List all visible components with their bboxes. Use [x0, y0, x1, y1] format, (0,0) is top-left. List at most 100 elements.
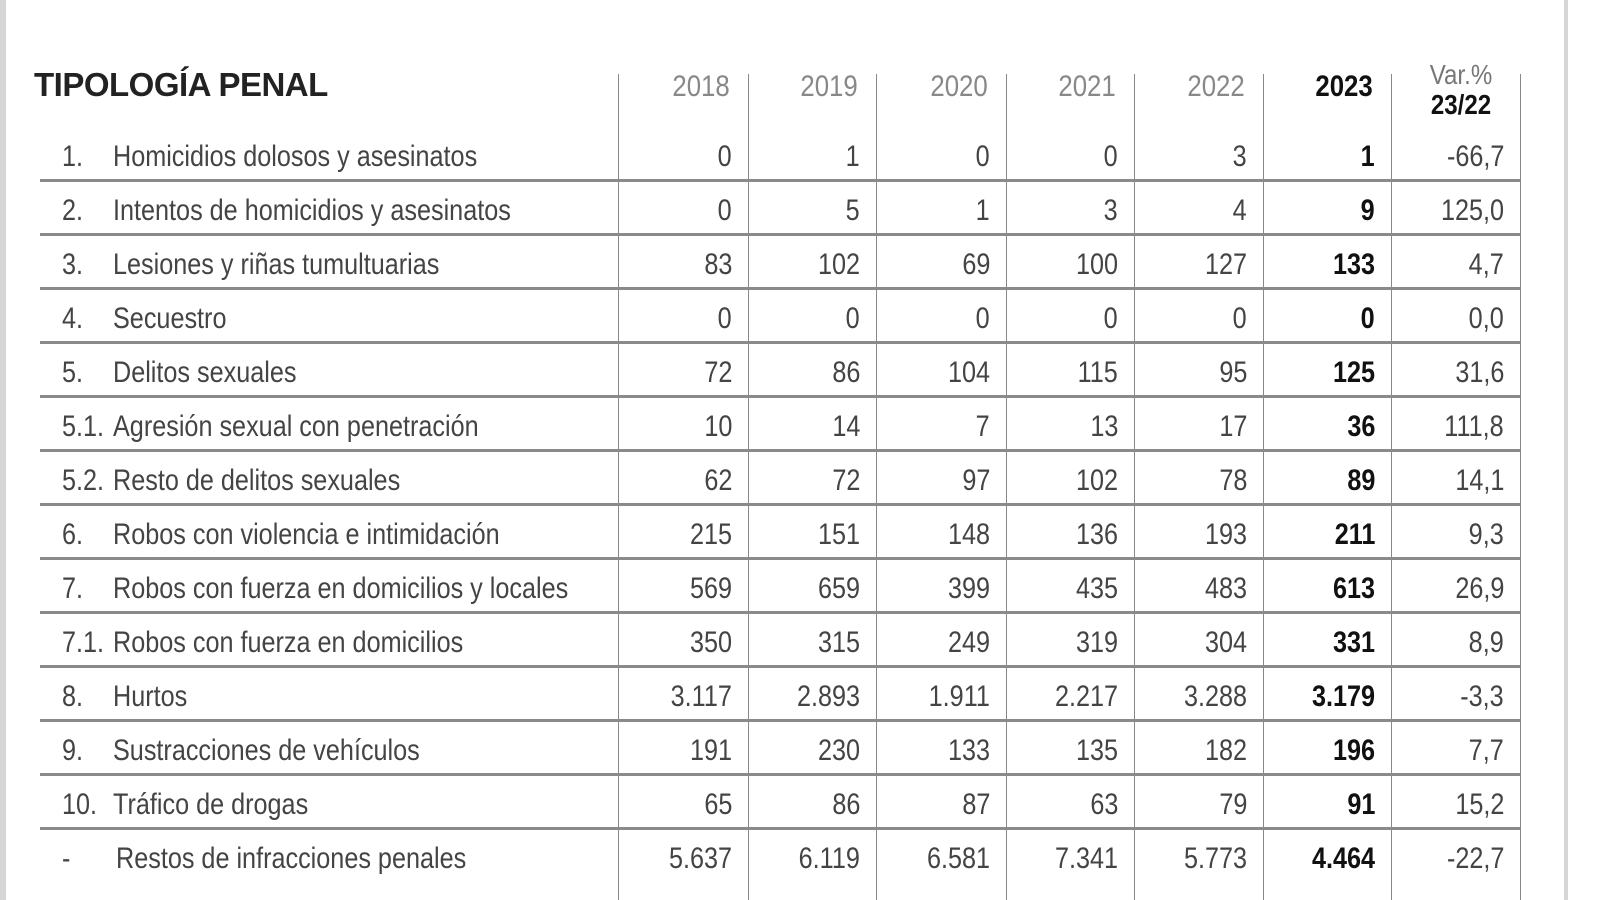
cell-2020: 148	[876, 515, 990, 555]
cell-2019: 2.893	[748, 677, 860, 717]
cell-2021-text: 13	[1089, 410, 1118, 443]
row-number: 5.2.	[62, 461, 112, 501]
column-divider	[748, 74, 749, 900]
cell-var-text: 31,6	[1454, 356, 1504, 389]
cell-2023-text: 133	[1332, 248, 1375, 281]
cell-2020: 0	[876, 137, 990, 177]
cell-2020: 97	[876, 461, 990, 501]
cell-2022-text: 78	[1218, 464, 1247, 497]
row-divider	[40, 179, 1520, 182]
cell-var-text: 15,2	[1454, 788, 1504, 821]
row-label: Agresión sexual con penetración	[113, 407, 548, 447]
column-header-text: 2023	[1315, 70, 1373, 103]
cell-2022-text: 483	[1204, 572, 1247, 605]
cell-2022: 304	[1134, 623, 1247, 663]
cell-2021-text: 7.341	[1054, 842, 1118, 875]
cell-2022: 182	[1134, 731, 1247, 771]
cell-2022-text: 182	[1204, 734, 1247, 767]
cell-var-text: -3,3	[1460, 680, 1504, 713]
cell-2021: 136	[1006, 515, 1118, 555]
cell-2020: 6.581	[876, 839, 990, 879]
cell-2019: 86	[748, 785, 860, 825]
column-header-2022: 2022	[1134, 70, 1245, 130]
column-divider	[1263, 74, 1264, 900]
cell-2023: 331	[1263, 623, 1375, 663]
cell-var: 15,2	[1391, 785, 1504, 825]
row-number-text: 7.	[62, 572, 84, 605]
row-number-text: 6.	[62, 518, 84, 551]
cell-2021-text: 115	[1077, 356, 1118, 389]
cell-2023-text: 211	[1334, 518, 1375, 551]
cell-2020-text: 133	[947, 734, 990, 767]
row-number-text: 5.1.	[62, 410, 105, 443]
row-divider	[40, 287, 1520, 290]
cell-var-text: 4,7	[1468, 248, 1504, 281]
cell-2022-text: 95	[1218, 356, 1247, 389]
row-divider	[40, 611, 1520, 614]
row-label: Sustracciones de vehículos	[113, 731, 478, 771]
row-divider	[40, 719, 1520, 722]
row-divider	[40, 827, 1520, 830]
cell-2018: 72	[618, 353, 732, 393]
cell-2018-text: 5.637	[668, 842, 732, 875]
cell-2021: 435	[1006, 569, 1118, 609]
cell-2021-text: 135	[1075, 734, 1118, 767]
cell-2020-text: 7	[975, 410, 990, 443]
cell-2022-text: 4	[1232, 194, 1247, 227]
cell-2020: 1.911	[876, 677, 990, 717]
column-header-text: 2020	[930, 70, 988, 103]
row-divider	[40, 503, 1520, 506]
cell-2020-text: 148	[947, 518, 990, 551]
row-number-text: 5.2.	[62, 464, 105, 497]
cell-2023: 9	[1263, 191, 1375, 231]
cell-2018: 5.637	[618, 839, 732, 879]
cell-2019-text: 2.893	[796, 680, 860, 713]
cell-2019: 315	[748, 623, 860, 663]
row-number-text: 2.	[62, 194, 84, 227]
cell-var: 26,9	[1391, 569, 1504, 609]
cell-2020-text: 249	[947, 626, 990, 659]
cell-2022: 5.773	[1134, 839, 1247, 879]
cell-2018-text: 62	[703, 464, 732, 497]
cell-var-text: 8,9	[1468, 626, 1504, 659]
cell-var: 31,6	[1391, 353, 1504, 393]
cell-2022-text: 193	[1204, 518, 1247, 551]
cell-var-text: -22,7	[1446, 842, 1504, 875]
cell-2018: 65	[618, 785, 732, 825]
row-label: Secuestro	[113, 299, 248, 339]
cell-2023-text: 89	[1346, 464, 1375, 497]
cell-2019-text: 5	[845, 194, 860, 227]
row-divider	[40, 449, 1520, 452]
cell-2022: 193	[1134, 515, 1247, 555]
column-header-2018: 2018	[618, 70, 730, 130]
cell-2019-text: 86	[831, 788, 860, 821]
cell-2023: 196	[1263, 731, 1375, 771]
cell-2019-text: 6.119	[798, 842, 860, 875]
column-header-2020: 2020	[876, 70, 988, 130]
cell-2020-text: 87	[961, 788, 990, 821]
column-header-2023: 2023	[1263, 70, 1373, 130]
row-number-text: 7.1.	[62, 626, 105, 659]
cell-2020: 87	[876, 785, 990, 825]
cell-2022: 0	[1134, 299, 1247, 339]
cell-2021: 63	[1006, 785, 1118, 825]
column-header-2021: 2021	[1006, 70, 1116, 130]
cell-2023-text: 613	[1332, 572, 1375, 605]
cell-2023: 0	[1263, 299, 1375, 339]
cell-2020-text: 104	[947, 356, 990, 389]
cell-2020-text: 1.911	[928, 680, 990, 713]
var-header-line2: 23/22	[1430, 89, 1492, 120]
row-label: Resto de delitos sexuales	[113, 461, 455, 501]
column-header-text: 2021	[1058, 70, 1116, 103]
column-divider	[876, 74, 877, 900]
row-label-text: Resto de delitos sexuales	[113, 464, 401, 497]
cell-2022-text: 79	[1218, 788, 1247, 821]
row-number: 2.	[62, 191, 87, 231]
row-label-text: Agresión sexual con penetración	[113, 410, 479, 443]
cell-var-text: 111,8	[1444, 410, 1504, 443]
cell-var-text: 9,3	[1468, 518, 1504, 551]
cell-2021-text: 2.217	[1054, 680, 1118, 713]
cell-var: 8,9	[1391, 623, 1504, 663]
column-divider	[1006, 74, 1007, 900]
row-label-text: Sustracciones de vehículos	[113, 734, 420, 767]
